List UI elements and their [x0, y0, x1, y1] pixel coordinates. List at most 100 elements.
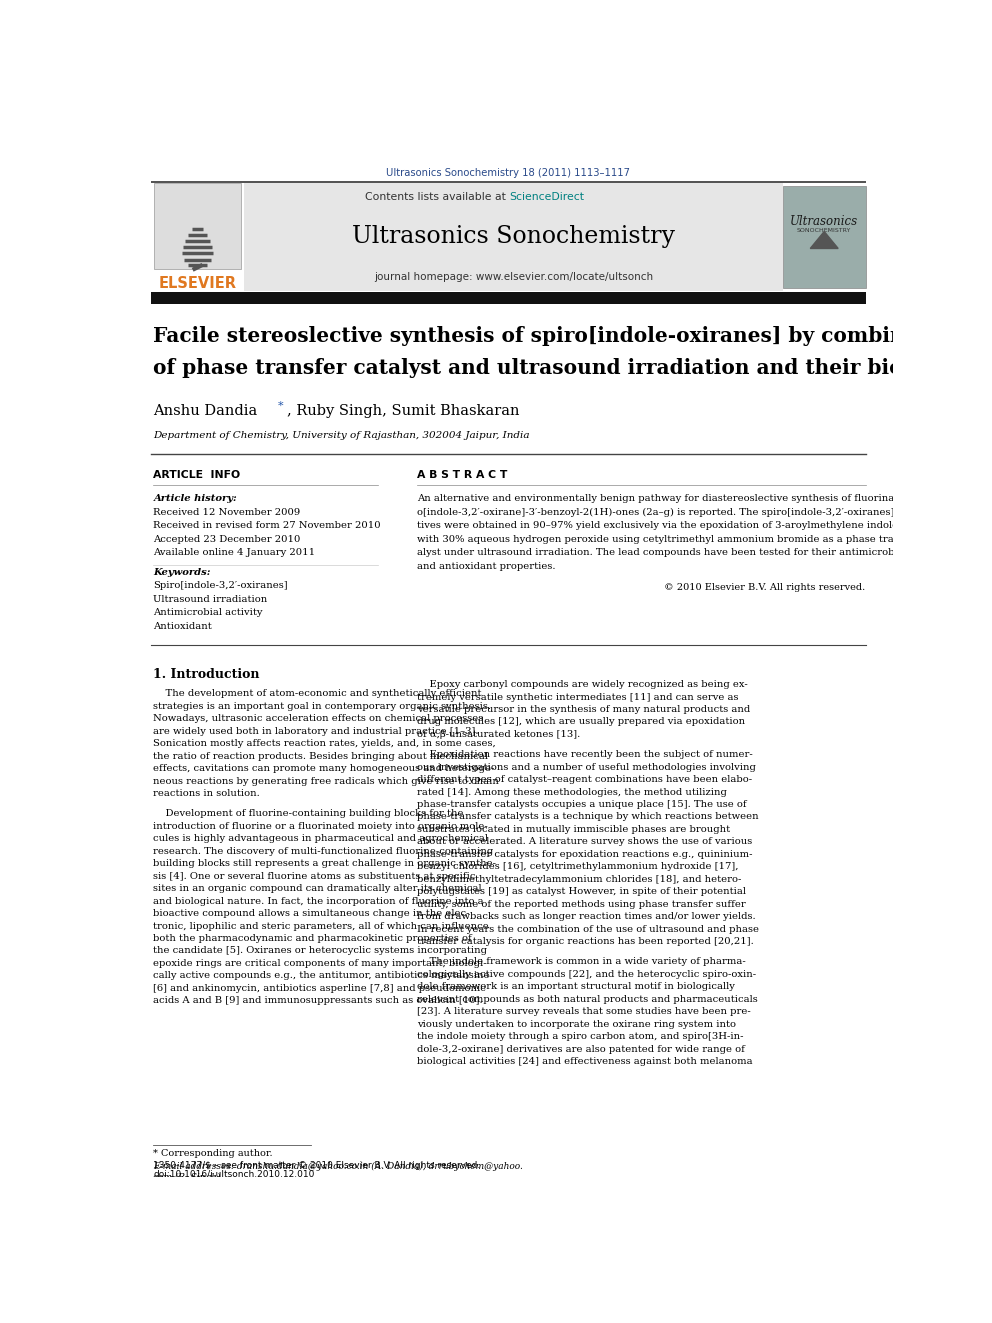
Text: Antimicrobial activity: Antimicrobial activity: [154, 609, 263, 618]
Text: Development of fluorine-containing building blocks for the: Development of fluorine-containing build…: [154, 810, 464, 818]
Text: * Corresponding author.: * Corresponding author.: [154, 1148, 273, 1158]
Text: Received 12 November 2009: Received 12 November 2009: [154, 508, 301, 517]
Text: Received in revised form 27 November 2010: Received in revised form 27 November 201…: [154, 521, 381, 531]
Text: SONOCHEMISTRY: SONOCHEMISTRY: [797, 228, 851, 233]
Text: Ultrasonics Sonochemistry 18 (2011) 1113–1117: Ultrasonics Sonochemistry 18 (2011) 1113…: [387, 168, 630, 179]
Bar: [244, 183, 783, 291]
Text: com (R. Singh).: com (R. Singh).: [154, 1174, 224, 1181]
Text: are widely used both in laboratory and industrial practice [1–3].: are widely used both in laboratory and i…: [154, 726, 479, 736]
Text: Facile stereoslective synthesis of spiro[indole-oxiranes] by combination: Facile stereoslective synthesis of spiro…: [154, 325, 963, 345]
Text: Ultrasonics Sonochemistry: Ultrasonics Sonochemistry: [352, 225, 675, 247]
Text: benzyl chlorides [16], cetyltrimethylammonium hydroxide [17],: benzyl chlorides [16], cetyltrimethylamm…: [417, 863, 738, 872]
Text: phase-transfer catalysts occupies a unique place [15]. The use of: phase-transfer catalysts occupies a uniq…: [417, 800, 747, 810]
Text: acids A and B [9] and immunosuppressants such as ovalicin [10].: acids A and B [9] and immunosuppressants…: [154, 996, 483, 1005]
Text: Antioxidant: Antioxidant: [154, 622, 212, 631]
Bar: [151, 183, 244, 291]
Text: tremely versatile synthetic intermediates [11] and can serve as: tremely versatile synthetic intermediate…: [417, 692, 738, 701]
Text: Ultrasonics: Ultrasonics: [791, 216, 858, 229]
Text: Article history:: Article history:: [154, 495, 237, 504]
Text: polytugstates [19] as catalyst However, in spite of their potential: polytugstates [19] as catalyst However, …: [417, 888, 746, 897]
Text: [23]. A literature survey reveals that some studies have been pre-: [23]. A literature survey reveals that s…: [417, 1007, 751, 1016]
Text: neous reactions by generating free radicals which give rise to chain: neous reactions by generating free radic…: [154, 777, 499, 786]
Text: Ultrasound irradiation: Ultrasound irradiation: [154, 595, 268, 605]
Text: *: *: [278, 401, 283, 411]
Text: Department of Chemistry, University of Rajasthan, 302004 Jaipur, India: Department of Chemistry, University of R…: [154, 430, 530, 439]
Text: tronic, lipophilic and steric parameters, all of which can influence: tronic, lipophilic and steric parameters…: [154, 922, 489, 930]
Text: transfer catalysis for organic reactions has been reported [20,21].: transfer catalysis for organic reactions…: [417, 937, 754, 946]
Text: Nowadays, ultrasonic acceleration effects on chemical processes: Nowadays, ultrasonic acceleration effect…: [154, 714, 484, 724]
Text: o[indole-3,2′-oxirane]-3′-benzoyl-2(1H)-ones (2a–g) is reported. The spiro[indol: o[indole-3,2′-oxirane]-3′-benzoyl-2(1H)-…: [417, 508, 932, 517]
Text: the ratio of reaction products. Besides bringing about mechanical: the ratio of reaction products. Besides …: [154, 751, 488, 761]
Text: benzyldimethyltetradecylammonium chlorides [18], and hetero-: benzyldimethyltetradecylammonium chlorid…: [417, 875, 741, 884]
Text: versatile precursor in the synthesis of many natural products and: versatile precursor in the synthesis of …: [417, 705, 750, 714]
Text: building blocks still represents a great challenge in organic synthe-: building blocks still represents a great…: [154, 859, 496, 868]
Text: dole-3,2-oxirane] derivatives are also patented for wide range of: dole-3,2-oxirane] derivatives are also p…: [417, 1045, 745, 1053]
Text: sis [4]. One or several fluorine atoms as substituents at specific: sis [4]. One or several fluorine atoms a…: [154, 872, 476, 881]
Text: relevant compounds as both natural products and pharmaceuticals: relevant compounds as both natural produ…: [417, 995, 758, 1004]
Text: introduction of fluorine or a fluorinated moiety into organic mole-: introduction of fluorine or a fluorinate…: [154, 822, 488, 831]
Text: The development of atom-economic and synthetically efficient: The development of atom-economic and syn…: [154, 689, 482, 699]
Text: phase-transfer catalysts for epoxidation reactions e.g., quininium-: phase-transfer catalysts for epoxidation…: [417, 849, 753, 859]
Text: Accepted 23 December 2010: Accepted 23 December 2010: [154, 534, 301, 544]
Text: phase-transfer catalysts is a technique by which reactions between: phase-transfer catalysts is a technique …: [417, 812, 759, 822]
Text: of α,β-unsaturated ketones [13].: of α,β-unsaturated ketones [13].: [417, 730, 580, 740]
Text: Epoxy carbonyl compounds are widely recognized as being ex-: Epoxy carbonyl compounds are widely reco…: [417, 680, 748, 689]
Text: and antioxidant properties.: and antioxidant properties.: [417, 562, 556, 570]
Text: sites in an organic compound can dramatically alter its chemical: sites in an organic compound can dramati…: [154, 884, 482, 893]
Text: An alternative and environmentally benign pathway for diastereoslective synthesi: An alternative and environmentally benig…: [417, 495, 936, 504]
Text: epoxide rings are critical components of many important, biologi-: epoxide rings are critical components of…: [154, 959, 487, 968]
Text: Sonication mostly affects reaction rates, yields, and, in some cases,: Sonication mostly affects reaction rates…: [154, 740, 496, 749]
Text: 1350-4177/$ – see front matter © 2010 Elsevier B.V. All rights reserved.: 1350-4177/$ – see front matter © 2010 El…: [154, 1160, 481, 1170]
Text: ARTICLE  INFO: ARTICLE INFO: [154, 470, 241, 480]
Text: ELSEVIER: ELSEVIER: [159, 275, 237, 291]
Text: substrates located in mutually immiscible phases are brought: substrates located in mutually immiscibl…: [417, 826, 730, 833]
Text: tives were obtained in 90–97% yield exclusively via the epoxidation of 3-aroylme: tives were obtained in 90–97% yield excl…: [417, 521, 934, 531]
Text: with 30% aqueous hydrogen peroxide using cetyltrimethyl ammonium bromide as a ph: with 30% aqueous hydrogen peroxide using…: [417, 534, 942, 544]
Text: ous investigations and a number of useful methodologies involving: ous investigations and a number of usefu…: [417, 762, 756, 771]
Text: journal homepage: www.elsevier.com/locate/ultsonch: journal homepage: www.elsevier.com/locat…: [374, 273, 653, 282]
Text: Anshu Dandia: Anshu Dandia: [154, 405, 258, 418]
Text: rated [14]. Among these methodologies, the method utilizing: rated [14]. Among these methodologies, t…: [417, 787, 727, 796]
Text: biological activities [24] and effectiveness against both melanoma: biological activities [24] and effective…: [417, 1057, 753, 1066]
Text: cologically active compounds [22], and the heterocyclic spiro-oxin-: cologically active compounds [22], and t…: [417, 970, 756, 979]
Text: [6] and ankinomycin, antibiotics asperline [7,8] and pseudomonic: [6] and ankinomycin, antibiotics asperli…: [154, 984, 486, 992]
Text: alyst under ultrasound irradiation. The lead compounds have been tested for thei: alyst under ultrasound irradiation. The …: [417, 548, 947, 557]
Text: cally active compounds e.g., the antitumor, antibiotics maytansine: cally active compounds e.g., the antitum…: [154, 971, 490, 980]
Text: viously undertaken to incorporate the oxirane ring system into: viously undertaken to incorporate the ox…: [417, 1020, 736, 1029]
Text: bioactive compound allows a simultaneous change in the elec-: bioactive compound allows a simultaneous…: [154, 909, 470, 918]
Text: In recent years the combination of the use of ultrasound and phase: In recent years the combination of the u…: [417, 925, 759, 934]
Text: from drawbacks such as longer reaction times and/or lower yields.: from drawbacks such as longer reaction t…: [417, 913, 756, 921]
Text: strategies is an important goal in contemporary organic synthesis.: strategies is an important goal in conte…: [154, 701, 491, 710]
Text: 1. Introduction: 1. Introduction: [154, 668, 260, 681]
Text: , Ruby Singh, Sumit Bhaskaran: , Ruby Singh, Sumit Bhaskaran: [287, 405, 519, 418]
Text: and biological nature. In fact, the incorporation of fluorine into a: and biological nature. In fact, the inco…: [154, 897, 484, 905]
Text: The indole framework is common in a wide variety of pharma-: The indole framework is common in a wide…: [417, 958, 746, 966]
Text: E-mail addresses: dranshu.dandia@yahoo.co.in (A. Dandia), drrubychem@yahoo.: E-mail addresses: dranshu.dandia@yahoo.c…: [154, 1162, 524, 1171]
Bar: [154, 184, 241, 269]
Text: dole framework is an important structural motif in biologically: dole framework is an important structura…: [417, 983, 735, 991]
Text: both the pharmacodynamic and pharmacokinetic properties of: both the pharmacodynamic and pharmacokin…: [154, 934, 472, 943]
Text: utility, some of the reported methods using phase transfer suffer: utility, some of the reported methods us…: [417, 900, 746, 909]
Text: cules is highly advantageous in pharmaceutical and agrochemical: cules is highly advantageous in pharmace…: [154, 835, 488, 843]
Text: effects, cavitations can promote many homogeneous and heteroge-: effects, cavitations can promote many ho…: [154, 765, 495, 773]
Text: © 2010 Elsevier B.V. All rights reserved.: © 2010 Elsevier B.V. All rights reserved…: [665, 583, 866, 591]
Text: about or accelerated. A literature survey shows the use of various: about or accelerated. A literature surve…: [417, 837, 752, 847]
Text: of phase transfer catalyst and ultrasound irradiation and their bioassay: of phase transfer catalyst and ultrasoun…: [154, 359, 963, 378]
Text: doi:10.1016/j.ultsonch.2010.12.010: doi:10.1016/j.ultsonch.2010.12.010: [154, 1170, 314, 1179]
Text: research. The discovery of multi-functionalized fluorine-containing: research. The discovery of multi-functio…: [154, 847, 494, 856]
Text: A B S T R A C T: A B S T R A C T: [417, 470, 507, 480]
Text: Epoxidation reactions have recently been the subject of numer-: Epoxidation reactions have recently been…: [417, 750, 753, 759]
Polygon shape: [810, 232, 838, 249]
Bar: [151, 292, 866, 304]
Text: reactions in solution.: reactions in solution.: [154, 789, 260, 798]
Text: Keywords:: Keywords:: [154, 568, 211, 577]
Text: Available online 4 January 2011: Available online 4 January 2011: [154, 548, 315, 557]
Bar: [783, 185, 866, 288]
Text: ScienceDirect: ScienceDirect: [510, 192, 584, 202]
Text: Spiro[indole-3,2′-oxiranes]: Spiro[indole-3,2′-oxiranes]: [154, 582, 288, 590]
Text: the indole moiety through a spiro carbon atom, and spiro[3H-in-: the indole moiety through a spiro carbon…: [417, 1032, 743, 1041]
Text: the candidate [5]. Oxiranes or heterocyclic systems incorporating: the candidate [5]. Oxiranes or heterocyc…: [154, 946, 487, 955]
Text: different types of catalyst–reagent combinations have been elabo-: different types of catalyst–reagent comb…: [417, 775, 752, 785]
Text: Contents lists available at: Contents lists available at: [365, 192, 510, 202]
Text: drug molecules [12], which are usually prepared via epoxidation: drug molecules [12], which are usually p…: [417, 717, 745, 726]
